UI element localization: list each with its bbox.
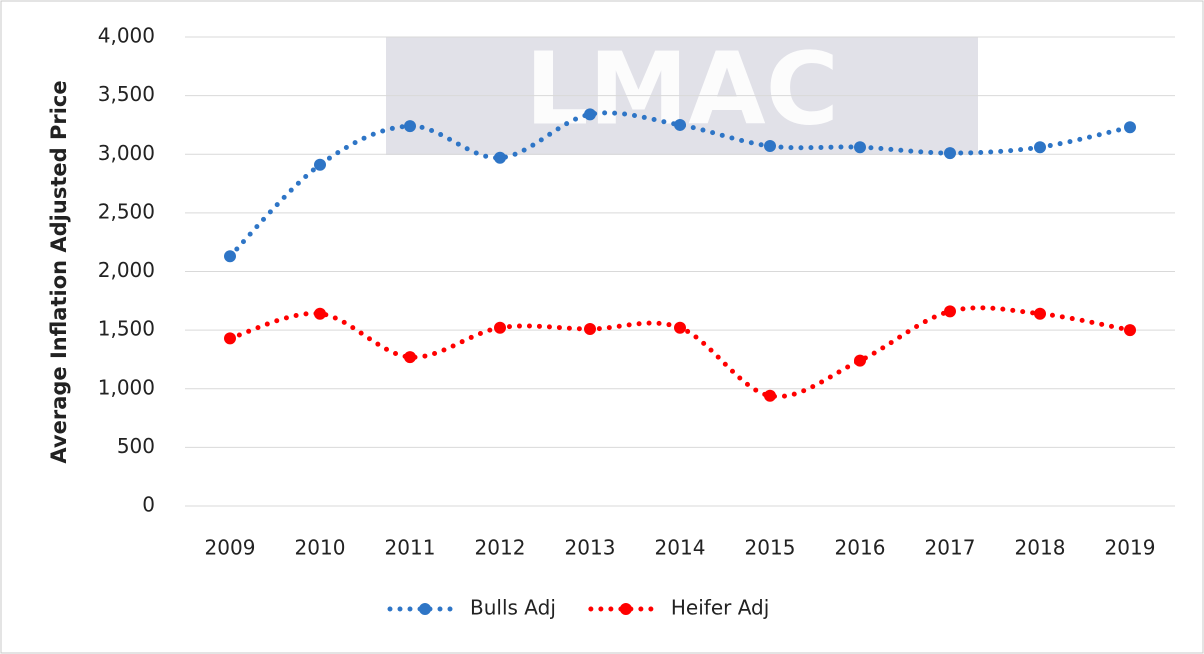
data-point — [494, 321, 506, 334]
data-point — [1124, 324, 1136, 337]
data-point — [584, 322, 596, 335]
y-axis-label: Average Inflation Adjusted Price — [47, 80, 71, 463]
data-point — [854, 354, 866, 367]
legend-marker — [419, 603, 431, 615]
x-tick-label: 2011 — [385, 536, 436, 560]
data-point — [764, 389, 776, 402]
series-line — [227, 110, 1133, 259]
data-point — [854, 141, 866, 154]
data-point — [494, 151, 506, 164]
x-tick-label: 2017 — [925, 536, 976, 560]
data-point — [314, 307, 326, 320]
data-point — [224, 250, 236, 263]
y-tick-label: 4,000 — [98, 24, 155, 48]
y-tick-label: 500 — [117, 434, 155, 458]
data-point — [674, 118, 686, 131]
y-tick-label: 3,500 — [98, 82, 155, 106]
y-tick-label: 1,500 — [98, 317, 155, 341]
x-tick-label: 2012 — [475, 536, 526, 560]
y-tick-label: 2,000 — [98, 258, 155, 282]
x-tick-label: 2013 — [565, 536, 616, 560]
data-point — [404, 120, 416, 133]
data-point — [944, 305, 956, 318]
data-point — [764, 140, 776, 153]
data-point — [404, 351, 416, 364]
data-point — [674, 321, 686, 334]
legend-marker — [619, 603, 632, 615]
data-point — [224, 332, 236, 345]
data-point — [1034, 307, 1046, 320]
x-tick-label: 2019 — [1105, 536, 1156, 560]
data-point — [944, 147, 956, 160]
x-tick-label: 2009 — [205, 536, 256, 560]
x-tick-label: 2014 — [655, 536, 706, 560]
legend-label: Bulls Adj — [470, 596, 556, 620]
y-tick-label: 3,000 — [98, 141, 155, 165]
x-tick-label: 2018 — [1015, 536, 1066, 560]
x-tick-label: 2015 — [745, 536, 796, 560]
x-tick-label: 2016 — [835, 536, 886, 560]
y-tick-label: 2,500 — [98, 199, 155, 223]
x-tick-label: 2010 — [295, 536, 346, 560]
legend-label: Heifer Adj — [671, 596, 769, 620]
data-point — [584, 108, 596, 121]
data-point — [1124, 121, 1136, 134]
data-point — [1034, 141, 1046, 154]
y-tick-label: 1,000 — [98, 375, 155, 399]
y-tick-label: 0 — [142, 493, 155, 517]
data-point — [314, 158, 326, 171]
